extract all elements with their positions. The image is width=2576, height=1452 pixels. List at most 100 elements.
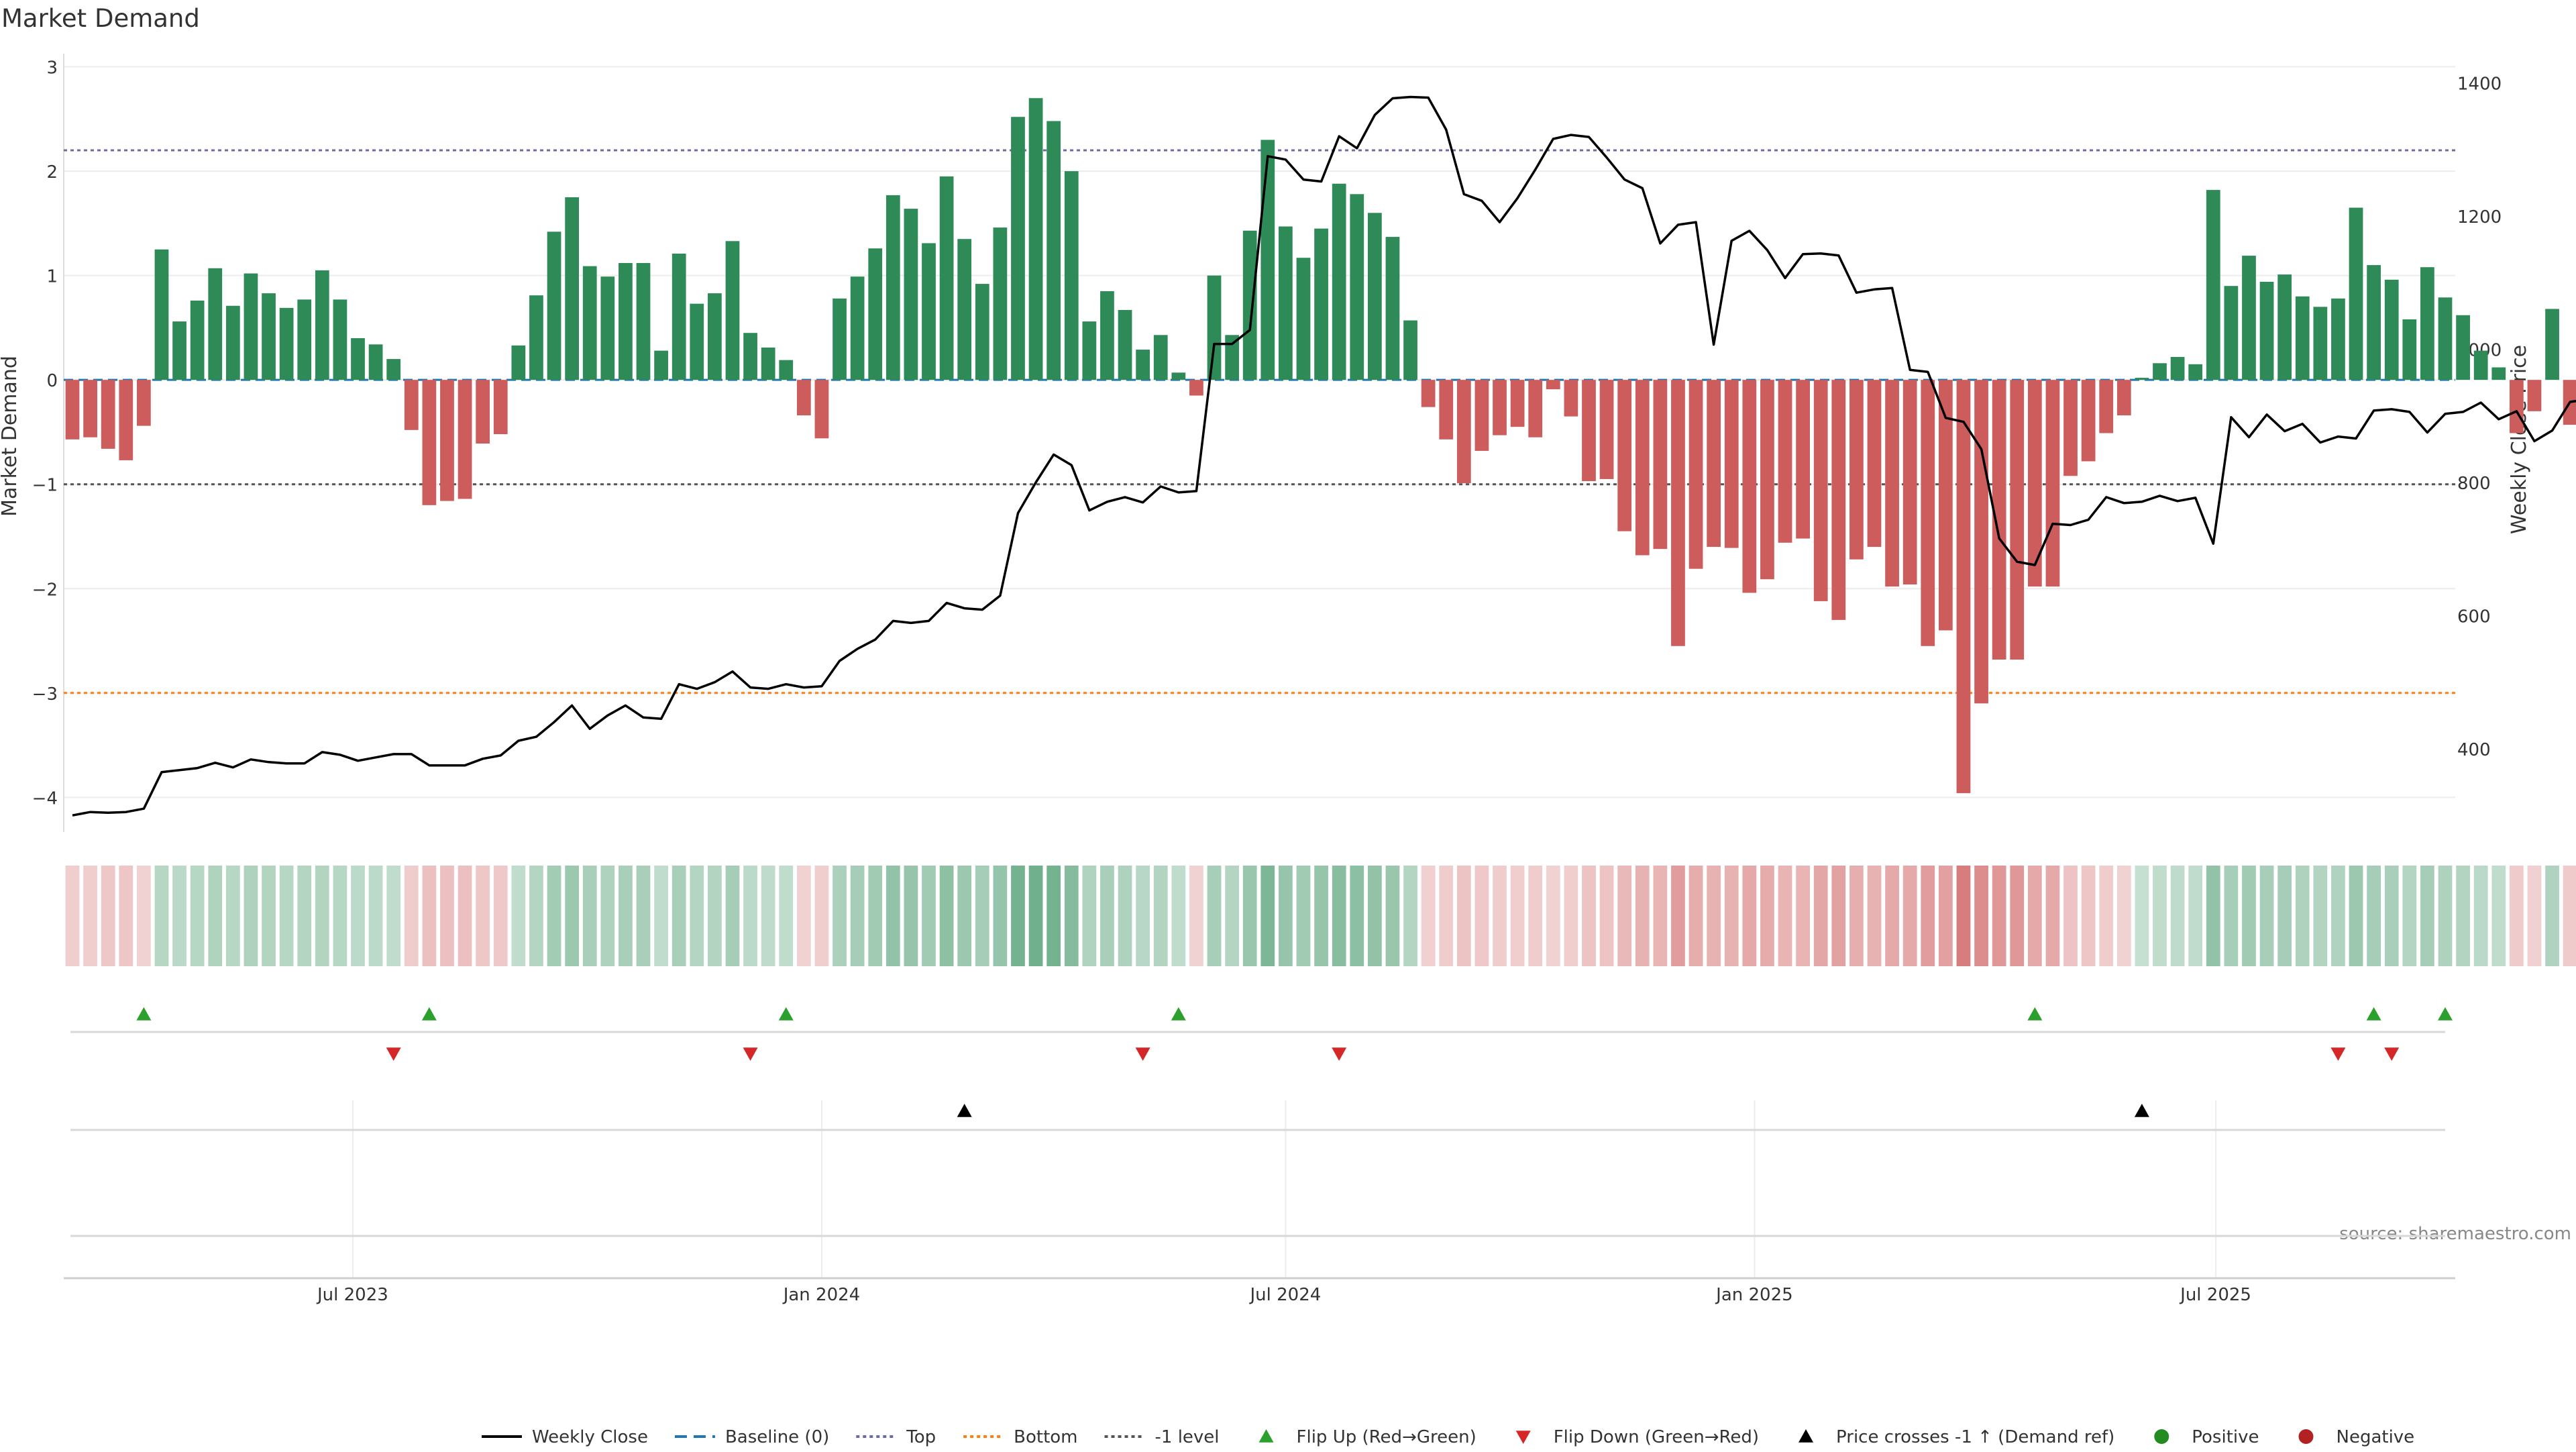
- demand-bar: [1136, 350, 1150, 380]
- demand-bar: [1456, 380, 1471, 484]
- heatmap-cell: [1225, 866, 1239, 966]
- demand-bar: [1082, 321, 1097, 380]
- demand-bar: [172, 321, 186, 380]
- heatmap-cell: [1974, 866, 1988, 966]
- heatmap-cell: [1724, 866, 1739, 966]
- source-annotation: source: sharemaestro.com: [2339, 1224, 2571, 1244]
- heatmap-cell: [636, 866, 651, 966]
- demand-bar: [868, 248, 883, 380]
- demand-bar: [619, 262, 633, 380]
- heatmap-cell: [1260, 866, 1275, 966]
- demand-bar: [1189, 380, 1203, 396]
- demand-bar: [1831, 380, 1846, 620]
- demand-bar: [582, 266, 597, 380]
- heatmap-cell: [1528, 866, 1543, 966]
- heatmap-cell: [1760, 866, 1774, 966]
- heatmap-cell: [2473, 866, 2488, 966]
- heatmap-cell: [83, 866, 97, 966]
- heatmap-cell: [1564, 866, 1578, 966]
- heatmap-cell: [1493, 866, 1507, 966]
- heatmap-cell: [279, 866, 294, 966]
- demand-bar: [1582, 380, 1596, 482]
- heatmap-cell: [2242, 866, 2256, 966]
- demand-bar: [2295, 296, 2310, 380]
- demand-bar: [1885, 380, 1899, 587]
- legend-label: Baseline (0): [725, 1427, 829, 1447]
- demand-bar: [1279, 226, 1293, 380]
- demand-bar: [2259, 281, 2274, 380]
- heatmap-cell: [493, 866, 508, 966]
- demand-bar: [154, 249, 169, 380]
- heatmap-cell: [672, 866, 686, 966]
- heatmap-cell: [1867, 866, 1882, 966]
- heatmap-cell: [1118, 866, 1132, 966]
- demand-bar: [1902, 380, 1917, 585]
- demand-bar: [1421, 380, 1436, 407]
- demand-bar: [2331, 298, 2345, 380]
- demand-bar: [779, 360, 794, 380]
- flip-down-marker: [386, 1047, 401, 1061]
- demand-bar: [2402, 319, 2417, 380]
- left-tick-label: 1: [46, 267, 58, 287]
- demand-bar: [2188, 364, 2203, 380]
- heatmap-cell: [600, 866, 615, 966]
- demand-bar: [386, 359, 401, 380]
- heatmap-cell: [2010, 866, 2025, 966]
- heatmap-cell: [2527, 866, 2542, 966]
- legend: Weekly Close Baseline (0) Top Bottom -1 leve…: [482, 1427, 2414, 1447]
- heatmap-cell: [1456, 866, 1471, 966]
- flip-up-marker: [421, 1007, 437, 1021]
- demand-bar: [1350, 194, 1364, 380]
- heatmap-cell: [1885, 866, 1899, 966]
- heatmap-cell: [65, 866, 80, 966]
- demand-bar: [814, 380, 829, 439]
- price-cross-marker: [2134, 1104, 2149, 1117]
- heatmap-cell: [1439, 866, 1454, 966]
- heatmap-cell: [137, 866, 151, 966]
- demand-bar: [1796, 380, 1810, 539]
- heatmap-cell: [2313, 866, 2328, 966]
- demand-bar: [993, 227, 1008, 380]
- heatmap-cell: [2510, 866, 2524, 966]
- left-tick-label: −1: [32, 476, 58, 496]
- heatmap-cell: [1028, 866, 1043, 966]
- heatmap-cell: [1153, 866, 1168, 966]
- heatmap-cell: [529, 866, 543, 966]
- heatmap-cell: [511, 866, 526, 966]
- heatmap-cell: [1671, 866, 1685, 966]
- heatmap-cell: [1796, 866, 1810, 966]
- demand-bar: [262, 293, 276, 380]
- demand-bar: [1332, 183, 1346, 380]
- chart-title: Market Demand: [1, 4, 200, 33]
- heatmap-cell: [440, 866, 454, 966]
- demand-bar: [2367, 265, 2381, 380]
- demand-bar: [1207, 275, 1222, 380]
- heatmap-cell: [582, 866, 597, 966]
- demand-bar: [297, 299, 312, 380]
- demand-bar: [1938, 380, 1953, 631]
- weekly-close-line: [72, 95, 2576, 817]
- demand-bar: [1849, 380, 1864, 560]
- heatmap-cell: [2188, 866, 2203, 966]
- demand-bar: [119, 380, 133, 460]
- heatmap-cell: [2045, 866, 2060, 966]
- heatmap-cell: [2545, 866, 2559, 966]
- demand-bar: [1474, 380, 1489, 451]
- demand-bar: [1046, 121, 1061, 380]
- heatmap-cell: [1617, 866, 1632, 966]
- demand-bar: [1153, 335, 1168, 380]
- legend-swatch: [1799, 1429, 1814, 1443]
- legend-swatch: [2154, 1429, 2169, 1444]
- flip-up-marker: [2366, 1007, 2381, 1021]
- heatmap-cell: [1956, 866, 1971, 966]
- demand-bar: [1100, 291, 1114, 380]
- x-tick-label: Jul 2024: [1248, 1285, 1321, 1305]
- demand-bar: [1742, 380, 1757, 593]
- flip-down-marker: [743, 1047, 758, 1061]
- flip-down-marker: [1135, 1047, 1150, 1061]
- demand-bar: [1314, 228, 1328, 380]
- heatmap-cell: [1207, 866, 1222, 966]
- heatmap-cell: [1831, 866, 1846, 966]
- heatmap-cell: [1242, 866, 1257, 966]
